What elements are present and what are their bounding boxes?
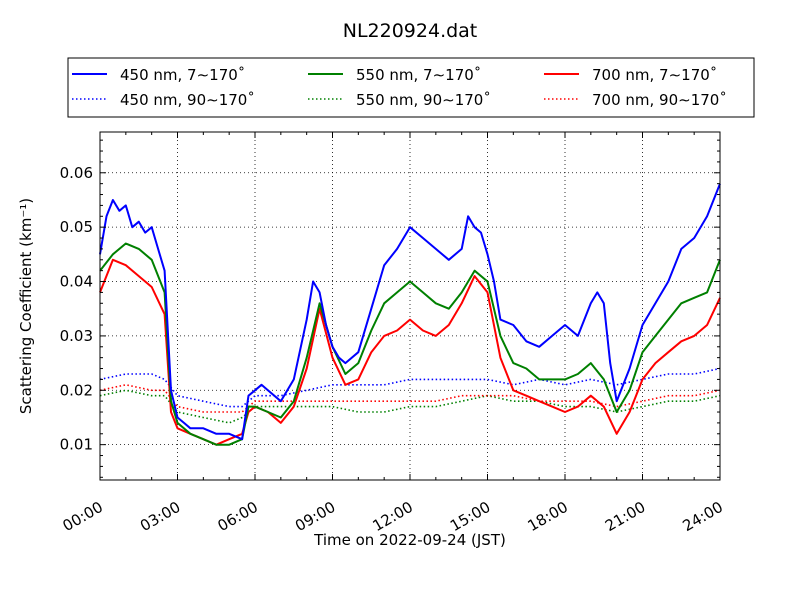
y-axis-label: Scattering Coefficient (km⁻¹)	[17, 198, 35, 414]
y-tick-label: 0.04	[60, 273, 93, 291]
x-axis-label: Time on 2022-09-24 (JST)	[313, 531, 506, 549]
x-tick-label: 18:00	[525, 498, 571, 535]
legend: 450 nm, 7∼170˚ 450 nm, 90∼170˚ 550 nm, 7∼1…	[67, 57, 755, 118]
series-layer	[99, 183, 721, 446]
legend-items: 450 nm, 7∼170˚ 450 nm, 90∼170˚ 550 nm, 7∼1…	[72, 66, 727, 109]
chart-title: NL220924.dat	[343, 20, 478, 42]
x-tick-labels: 00:00 03:00 06:00 09:00 12:00 15:00 18:00 21:00…	[60, 498, 726, 535]
x-tick-label: 00:00	[60, 498, 106, 535]
legend-label: 550 nm, 7∼170˚	[356, 66, 481, 84]
y-tick-labels: 0.01 0.02 0.03 0.04 0.05 0.06	[60, 164, 93, 454]
legend-box	[67, 57, 755, 118]
y-tick-label: 0.01	[60, 436, 93, 454]
series-line	[99, 242, 721, 446]
grid	[100, 132, 720, 480]
y-tick-label: 0.03	[60, 327, 93, 345]
legend-label: 550 nm, 90∼170˚	[356, 91, 491, 109]
x-tick-label: 06:00	[215, 498, 261, 535]
x-tick-label: 09:00	[292, 498, 338, 535]
x-tick-label: 03:00	[137, 498, 183, 535]
y-tick-label: 0.05	[60, 218, 93, 236]
x-tick-label: 21:00	[602, 498, 648, 535]
tick-marks	[99, 132, 721, 480]
y-tick-label: 0.02	[60, 381, 93, 399]
legend-label: 700 nm, 90∼170˚	[592, 91, 727, 109]
legend-label: 450 nm, 7∼170˚	[120, 66, 245, 84]
y-tick-label: 0.06	[60, 164, 93, 182]
plot-area	[99, 131, 721, 481]
x-tick-label: 12:00	[370, 498, 416, 535]
legend-label: 450 nm, 90∼170˚	[120, 91, 255, 109]
x-tick-label: 24:00	[680, 498, 726, 535]
plot-background	[100, 132, 720, 480]
series-line	[99, 183, 721, 441]
legend-label: 700 nm, 7∼170˚	[592, 66, 717, 84]
x-tick-label: 15:00	[447, 498, 493, 535]
